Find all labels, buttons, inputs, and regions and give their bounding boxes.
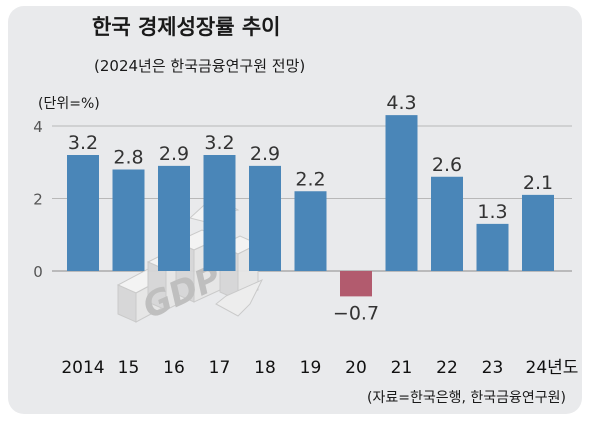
data-label: 3.2: [68, 132, 98, 154]
x-tick-label: 18: [254, 358, 276, 378]
x-tick-label: 17: [209, 358, 231, 378]
data-labels: 3.2 2.8 2.9 3.2 2.9 2.2 −0.7 4.3 2.6 1.3 2.1: [68, 92, 553, 324]
x-tick-label: 19: [300, 358, 322, 378]
data-label: 2.2: [295, 168, 325, 190]
bar-15: [112, 169, 145, 271]
data-label: 3.2: [204, 132, 234, 154]
bar-24년도: [522, 194, 554, 271]
y-tick-label: 0: [33, 263, 43, 281]
bar-20: [340, 271, 372, 297]
x-tick-label: 16: [163, 358, 185, 378]
bar-17: [203, 155, 236, 271]
x-tick-label: 23: [482, 358, 504, 378]
data-label: 2.8: [113, 147, 143, 169]
x-tick-label: 2014: [61, 358, 104, 378]
data-label: 4.3: [386, 92, 416, 114]
source-note: (자료=한국은행, 한국금융연구원): [367, 390, 566, 406]
x-tick-label: 24년도: [526, 358, 579, 378]
bar-16: [158, 165, 190, 271]
data-label: 1.3: [477, 201, 507, 223]
x-axis-ticks: 2014 15 16 17 18 19 20 21 22 23 24년도: [61, 358, 578, 378]
y-axis-ticks: 4 2 0: [33, 118, 43, 281]
chart-subtitle: (2024년은 한국금융연구원 전망): [94, 57, 305, 75]
x-tick-label: 22: [436, 358, 458, 378]
data-label: 2.6: [432, 154, 462, 176]
bar-2014: [67, 155, 99, 271]
bars: [67, 115, 554, 297]
bar-23: [476, 223, 509, 271]
y-tick-label: 4: [33, 118, 43, 136]
chart-title: 한국 경제성장률 추이: [92, 15, 281, 39]
x-tick-label: 20: [345, 358, 367, 378]
data-label: 2.1: [523, 172, 553, 194]
bar-19: [294, 191, 327, 271]
y-tick-label: 2: [33, 191, 43, 209]
bar-21: [385, 115, 418, 271]
bar-22: [431, 176, 463, 271]
x-tick-label: 21: [391, 358, 413, 378]
data-label: −0.7: [333, 302, 379, 324]
data-label: 2.9: [159, 143, 189, 165]
x-tick-label: 15: [118, 358, 140, 378]
unit-label: (단위=%): [38, 96, 100, 112]
data-label: 2.9: [250, 143, 280, 165]
bar-18: [249, 165, 281, 271]
